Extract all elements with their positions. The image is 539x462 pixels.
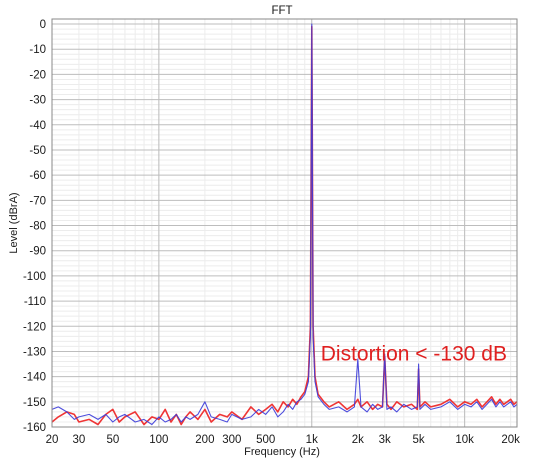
x-tick-label: 3k (379, 434, 391, 446)
y-tick-label: -150 (23, 397, 46, 409)
y-tick-label: -10 (29, 44, 46, 56)
y-tick-label: -40 (29, 120, 46, 132)
x-tick-label: 300 (222, 434, 241, 446)
chart-title: FFT (271, 5, 292, 17)
series-line (51, 23, 518, 426)
minor-grid (52, 19, 517, 427)
x-tick-label: 100 (149, 434, 168, 446)
y-tick-label: -140 (23, 372, 46, 384)
plot-area (52, 19, 517, 427)
x-tick-label: 20k (501, 434, 520, 446)
y-tick-label: -160 (23, 422, 46, 434)
y-tick-label: -20 (29, 69, 46, 81)
y-tick-label: -80 (29, 221, 46, 233)
plot-frame (51, 18, 518, 428)
major-grid (52, 19, 517, 428)
x-tick-label: 20 (46, 434, 59, 446)
x-axis-label: Frequency (Hz) (244, 446, 320, 458)
y-tick-label: -110 (24, 296, 46, 308)
y-tick-labels: 0 -10 -20 -30 -40 -50 -60 -70 -80 -90 -100 -110 -120… (23, 19, 46, 434)
x-tick-label: 5k (413, 434, 425, 446)
x-tick-label: 1k (306, 434, 318, 446)
x-tick-label: 30 (73, 434, 86, 446)
x-tick-labels: 20 30 50 100 200 300 500 1k 2k 3k 5k 10k 20k (46, 434, 521, 446)
y-tick-label: 0 (40, 19, 46, 31)
x-tick-label: 10k (455, 434, 474, 446)
x-tick-label: 500 (256, 434, 275, 446)
x-tick-label: 2k (352, 434, 364, 446)
y-tick-label: -30 (29, 95, 46, 107)
y-tick-label: -70 (29, 195, 46, 207)
y-tick-label: -90 (29, 246, 46, 258)
y-axis-label: Level (dBrA) (8, 192, 20, 253)
y-tick-label: -120 (23, 321, 46, 333)
series-layer (51, 23, 518, 426)
x-tick-label: 50 (106, 434, 119, 446)
y-tick-label: -50 (29, 145, 46, 157)
y-tick-label: -130 (23, 346, 46, 358)
y-tick-label: -60 (29, 170, 46, 182)
annotation-label: Distortion < -130 dB (321, 342, 507, 365)
y-tick-label: -100 (23, 271, 46, 283)
annotation-layer: Distortion < -130 dB (321, 342, 507, 365)
x-tick-label: 200 (195, 434, 214, 446)
